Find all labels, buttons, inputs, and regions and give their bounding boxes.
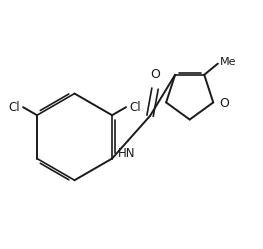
Text: Me: Me bbox=[220, 57, 236, 67]
Text: HN: HN bbox=[118, 147, 135, 160]
Text: Cl: Cl bbox=[129, 101, 141, 114]
Text: O: O bbox=[219, 97, 229, 110]
Text: O: O bbox=[151, 68, 160, 81]
Text: Cl: Cl bbox=[8, 101, 20, 114]
